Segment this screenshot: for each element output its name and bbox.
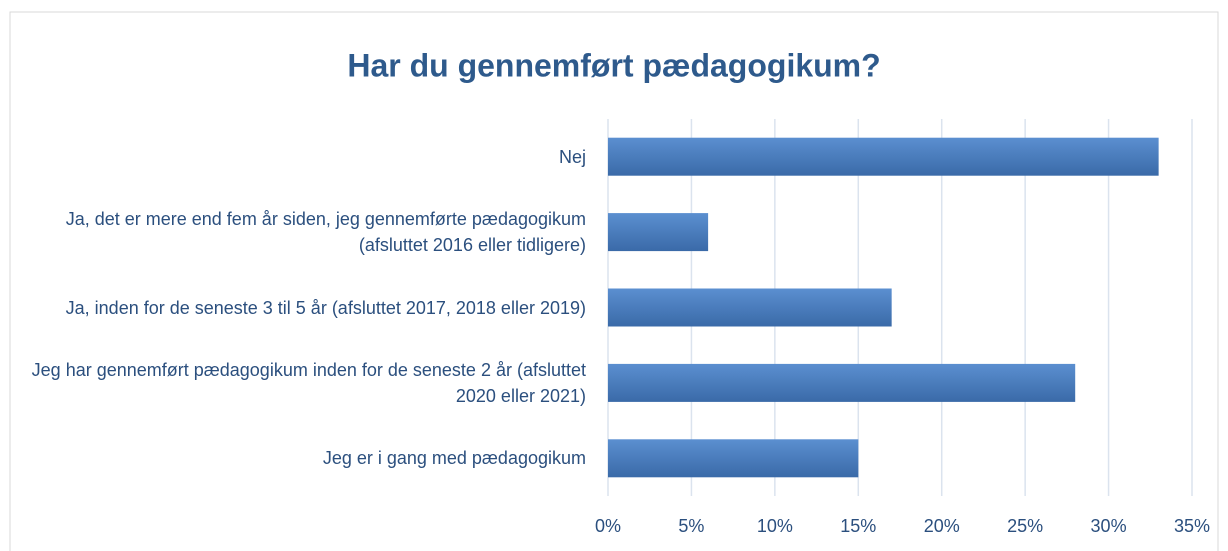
chart-border: [9, 11, 1219, 551]
chart-title: Har du gennemført pædagogikum?: [347, 47, 880, 83]
y-tick-label: Ja, inden for de seneste 3 til 5 år (afs…: [65, 297, 586, 318]
x-tick-label: 20%: [924, 516, 960, 536]
x-tick-label: 30%: [1091, 516, 1127, 536]
x-tick-label: 0%: [595, 516, 621, 536]
bar: [608, 137, 1159, 176]
x-tick-label: 35%: [1174, 516, 1210, 536]
y-tick-label: Ja, det er mere end fem år siden, jeg ge…: [65, 209, 586, 256]
y-tick-label: Nej: [558, 146, 586, 167]
x-tick-label: 15%: [840, 516, 876, 536]
bar: [608, 213, 709, 252]
x-tick-label: 25%: [1007, 516, 1043, 536]
x-tick-label: 5%: [678, 516, 704, 536]
bar: [608, 288, 892, 327]
bar: [608, 363, 1076, 402]
bar: [608, 439, 859, 478]
y-tick-label: Jeg er i gang med pædagogikum: [322, 448, 586, 469]
x-tick-label: 10%: [757, 516, 793, 536]
y-tick-label: Jeg har gennemført pædagogikum inden for…: [31, 359, 586, 406]
